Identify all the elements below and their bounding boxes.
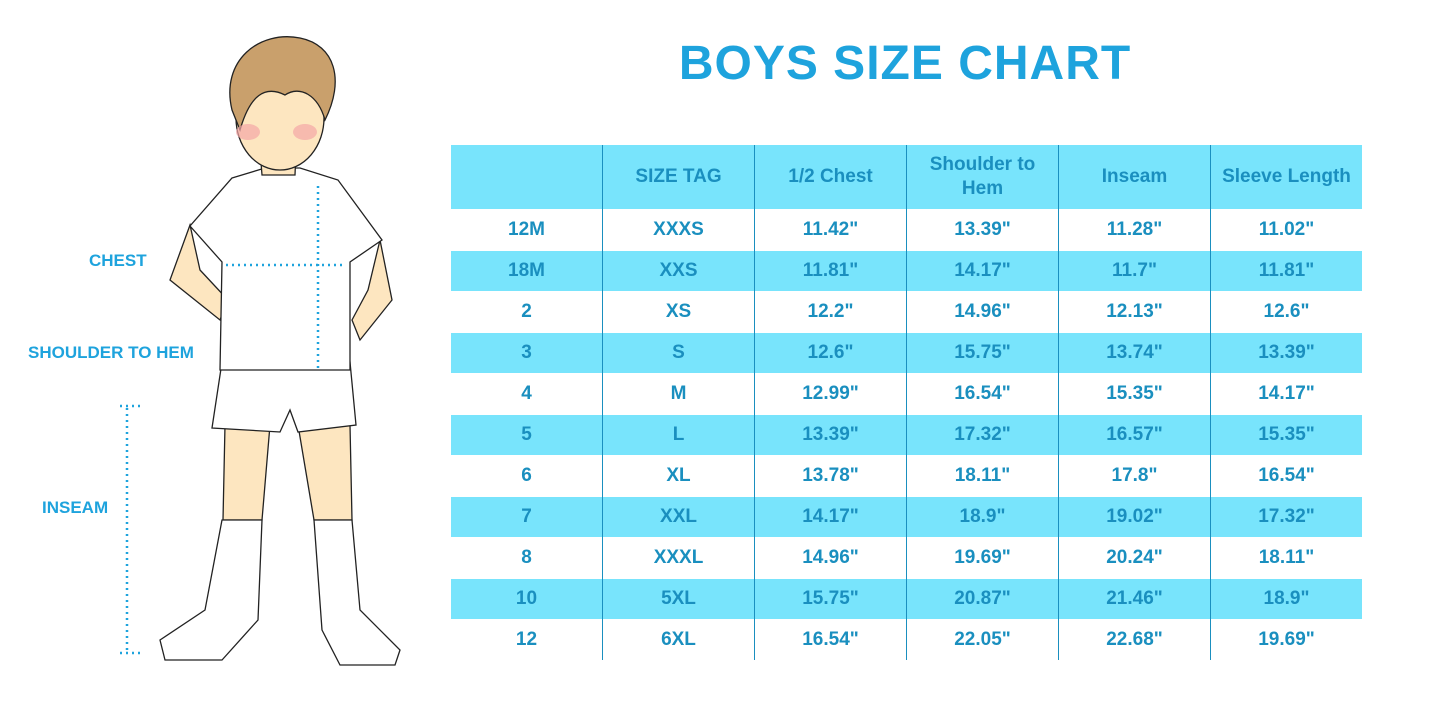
table-cell: 17.32" (1210, 496, 1362, 538)
table-cell: XXXS (602, 209, 755, 251)
table-cell: 5XL (602, 578, 755, 620)
table-cell: XXXL (602, 537, 755, 579)
table-cell: XL (602, 455, 755, 497)
table-cell: XXS (602, 250, 755, 292)
table-cell: 16.57" (1058, 414, 1211, 456)
table-cell: 4 (451, 373, 603, 415)
table-cell: 11.28" (1058, 209, 1211, 251)
column-header: Sleeve Length (1210, 145, 1362, 210)
table-cell: 12.6" (754, 332, 907, 374)
table-row: 18M XXS 11.81" 14.17" 11.7" 11.81" (451, 250, 1362, 292)
table-cell: 13.78" (754, 455, 907, 497)
table-row: 3 S 12.6" 15.75" 13.74" 13.39" (451, 332, 1362, 374)
table-cell: 17.32" (906, 414, 1059, 456)
table-cell: 18M (451, 250, 603, 292)
table-cell: 15.35" (1210, 414, 1362, 456)
table-cell: 16.54" (906, 373, 1059, 415)
table-cell: S (602, 332, 755, 374)
table-cell: 11.02" (1210, 209, 1362, 251)
table-cell: 6 (451, 455, 603, 497)
column-header: SIZE TAG (602, 145, 755, 210)
table-cell: 12.13" (1058, 291, 1211, 333)
table-cell: 15.75" (906, 332, 1059, 374)
table-cell: 19.02" (1058, 496, 1211, 538)
table-cell: 12.99" (754, 373, 907, 415)
shoulder-to-hem-label: SHOULDER TO HEM (28, 343, 194, 362)
table-cell: 11.81" (1210, 250, 1362, 292)
table-cell: 12.2" (754, 291, 907, 333)
table-cell: 13.39" (906, 209, 1059, 251)
table-cell: 12 (451, 619, 603, 660)
table-row: 7 XXL 14.17" 18.9" 19.02" 17.32" (451, 496, 1362, 538)
column-header: Inseam (1058, 145, 1211, 210)
table-cell: 22.68" (1058, 619, 1211, 660)
table-cell: 18.11" (906, 455, 1059, 497)
table-cell: 13.39" (754, 414, 907, 456)
table-cell: 20.87" (906, 578, 1059, 620)
table-cell: 14.96" (754, 537, 907, 579)
table-cell: 5 (451, 414, 603, 456)
table-cell: 12.6" (1210, 291, 1362, 333)
table-row: 12M XXXS 11.42" 13.39" 11.28" 11.02" (451, 209, 1362, 251)
chest-label: CHEST (89, 251, 147, 270)
table-cell: 8 (451, 537, 603, 579)
table-cell: 21.46" (1058, 578, 1211, 620)
table-cell: 16.54" (754, 619, 907, 660)
table-cell: 14.17" (906, 250, 1059, 292)
table-row: 8 XXXL 14.96" 19.69" 20.24" 18.11" (451, 537, 1362, 579)
table-cell: 10 (451, 578, 603, 620)
table-cell: 22.05" (906, 619, 1059, 660)
table-row: 4 M 12.99" 16.54" 15.35" 14.17" (451, 373, 1362, 415)
table-cell: 11.81" (754, 250, 907, 292)
inseam-label: INSEAM (42, 498, 109, 517)
table-cell: 13.74" (1058, 332, 1211, 374)
table-cell: 19.69" (1210, 619, 1362, 660)
table-cell: 18.9" (1210, 578, 1362, 620)
column-header: Shoulder to Hem (906, 145, 1059, 210)
table-cell: M (602, 373, 755, 415)
table-cell: 15.75" (754, 578, 907, 620)
table-cell: 3 (451, 332, 603, 374)
table-cell: 2 (451, 291, 603, 333)
table-header-row: SIZE TAG 1/2 Chest Shoulder to Hem Inseam Sl… (451, 145, 1362, 210)
table-cell: 14.96" (906, 291, 1059, 333)
table-row: 2 XS 12.2" 14.96" 12.13" 12.6" (451, 291, 1362, 333)
table-cell: 12M (451, 209, 603, 251)
table-cell: L (602, 414, 755, 456)
table-row: 10 5XL 15.75" 20.87" 21.46" 18.9" (451, 578, 1362, 620)
table-cell: 18.9" (906, 496, 1059, 538)
column-header: 1/2 Chest (754, 145, 907, 210)
table-cell: 16.54" (1210, 455, 1362, 497)
table-cell: 17.8" (1058, 455, 1211, 497)
table-row: 12 6XL 16.54" 22.05" 22.68" 19.69" (451, 619, 1362, 660)
size-chart-table: SIZE TAG 1/2 Chest Shoulder to Hem Inseam Sl… (451, 145, 1362, 660)
table-cell: 14.17" (1210, 373, 1362, 415)
table-cell: 13.39" (1210, 332, 1362, 374)
table-row: 5 L 13.39" 17.32" 16.57" 15.35" (451, 414, 1362, 456)
page-title: BOYS SIZE CHART (678, 37, 1132, 90)
table-cell: XXL (602, 496, 755, 538)
table-cell: 15.35" (1058, 373, 1211, 415)
boy-figure-illustration (120, 36, 401, 666)
table-cell: 11.42" (754, 209, 907, 251)
table-row: 6 XL 13.78" 18.11" 17.8" 16.54" (451, 455, 1362, 497)
table-cell: 19.69" (906, 537, 1059, 579)
column-header (451, 145, 603, 210)
table-cell: 7 (451, 496, 603, 538)
table-cell: 20.24" (1058, 537, 1211, 579)
table-cell: 11.7" (1058, 250, 1211, 292)
table-cell: 14.17" (754, 496, 907, 538)
table-cell: 6XL (602, 619, 755, 660)
table-cell: XS (602, 291, 755, 333)
table-cell: 18.11" (1210, 537, 1362, 579)
